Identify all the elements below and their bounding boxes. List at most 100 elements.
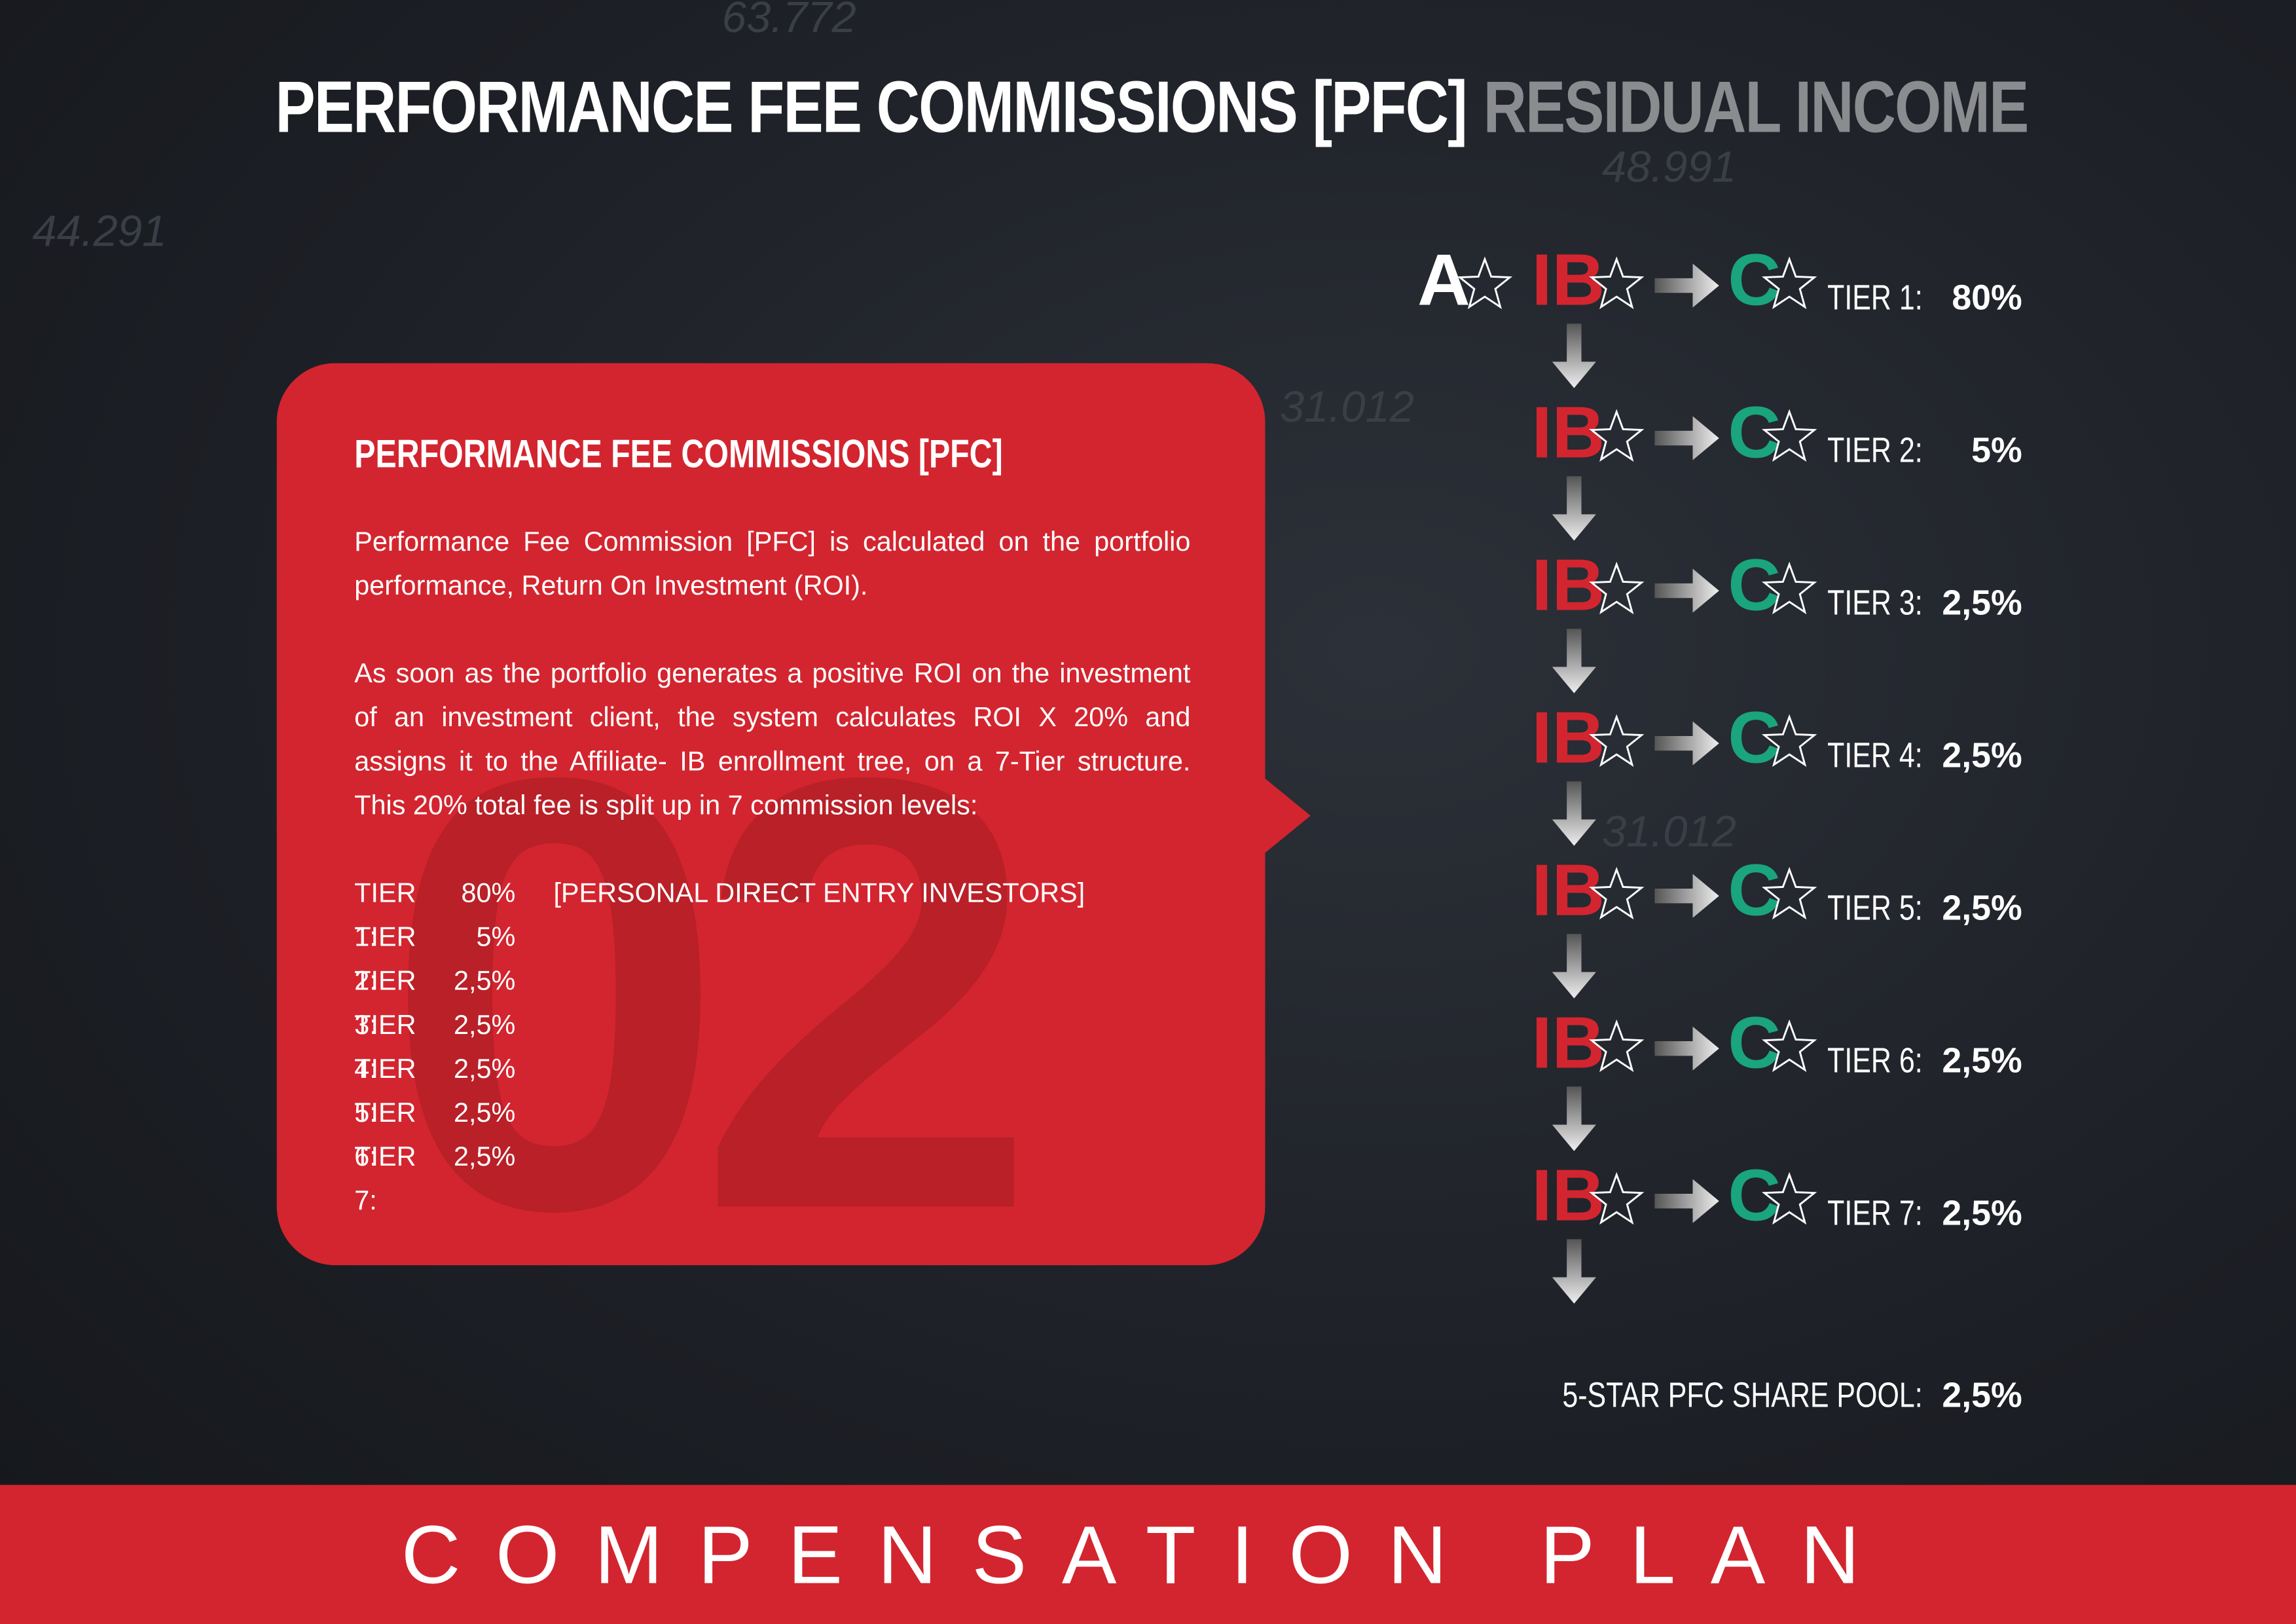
big-number: 02 [383, 652, 1038, 1338]
footer: COMPENSATION PLAN [0, 1485, 2296, 1624]
tier-label: TIER 2: [354, 921, 416, 996]
client-node: C [1728, 239, 1781, 321]
pool-value: 2,5% [1942, 1375, 2022, 1414]
pool-label: 5-STAR PFC SHARE POOL: [1562, 1376, 1922, 1415]
arrow [1552, 1239, 1596, 1304]
star-icon [1761, 866, 1817, 920]
star-icon [1589, 866, 1645, 920]
paragraph: As soon as the portfolio generates a pos… [354, 657, 1191, 821]
star-icon [1761, 1172, 1817, 1225]
tier-value: 2,5% [453, 1096, 516, 1128]
tier-row: TIER 5: 2,5% [354, 1047, 1190, 1128]
star-icon [1589, 561, 1645, 615]
arrow [1552, 1086, 1596, 1151]
card-text: PERFORMANCE FEE COMMISSIONS [PFC] Perfor… [354, 432, 1191, 1216]
star-icon [1761, 256, 1817, 310]
client-node: C [1728, 849, 1781, 931]
tier-value: 2,5% [453, 965, 516, 996]
tier-label: TIER 6: [354, 1096, 416, 1172]
client-node: C [1728, 544, 1781, 626]
tier-value: 2,5% [1942, 1194, 2022, 1233]
tier-note: [PERSONAL DIRECT ENTRY INVESTORS] [553, 877, 1085, 908]
ib-node: IB [1531, 544, 1605, 626]
tier-value: 5% [476, 921, 516, 952]
ib-node: IB [1531, 697, 1605, 779]
paragraph: Performance Fee Commission [PFC] is calc… [354, 525, 1191, 600]
tier-value: 5% [1971, 431, 2022, 470]
tier-value: 2,5% [453, 1141, 516, 1172]
client-node: C [1728, 392, 1781, 473]
tier-value: 2,5% [453, 1008, 516, 1040]
tier-value: 2,5% [1942, 583, 2022, 623]
tier-label: TIER 1: [354, 877, 416, 952]
arrow [1552, 323, 1596, 388]
tier-label: TIER 6: [1827, 1041, 1923, 1080]
client-node: C [1728, 1154, 1781, 1236]
arrow [1552, 781, 1596, 846]
ib-node: IB [1531, 1002, 1605, 1084]
tier-row: TIER 6: 2,5% [354, 1091, 1190, 1172]
arrow [1654, 1179, 1719, 1223]
tier-row: TIER 4: 2,5% [354, 1003, 1190, 1084]
tier-value: 2,5% [453, 1052, 516, 1084]
star-icon [1589, 714, 1645, 767]
tier-label: TIER 3: [1827, 583, 1923, 623]
arrow [1654, 263, 1719, 308]
arrow [1654, 721, 1719, 766]
tier-row: TIER 2: 5% [354, 915, 1190, 996]
tier-label: TIER 1: [1827, 278, 1923, 318]
star-icon [1589, 1172, 1645, 1225]
tier-label: TIER 5: [1827, 889, 1923, 928]
star-icon [1761, 1019, 1817, 1073]
star-icon [1761, 409, 1817, 462]
tier-label: TIER 4: [1827, 736, 1923, 775]
bg-number: 44.291 [32, 208, 167, 257]
tier-label: TIER 7: [354, 1141, 416, 1216]
star-icon [1457, 256, 1513, 310]
tier-value: 80% [1952, 278, 2022, 318]
subtitle: RESIDUAL INCOME [1483, 65, 2030, 148]
ib-node: IB [1531, 1154, 1605, 1236]
tier-row: TIER 3: 2,5% [354, 959, 1190, 1040]
tier-label: TIER 5: [354, 1052, 416, 1128]
ib-node: IB [1531, 239, 1605, 321]
arrow [1654, 1026, 1719, 1071]
arrow [1552, 476, 1596, 541]
card [276, 363, 1266, 1266]
tier-label: TIER 7: [1827, 1194, 1923, 1233]
arrow [1552, 934, 1596, 999]
card-heading: PERFORMANCE FEE COMMISSIONS [PFC] [354, 432, 1003, 476]
star-icon [1589, 256, 1645, 310]
client-node: C [1728, 1002, 1781, 1084]
card-pointer [1262, 776, 1311, 855]
title: PERFORMANCE FEE COMMISSIONS [PFC] RESIDUA… [275, 64, 2030, 149]
tier-value: 80% [461, 877, 516, 908]
tier-row: TIER 7: 2,5% [354, 1135, 1190, 1216]
tier-label: TIER 4: [354, 1008, 416, 1084]
bg-number: 31.012 [1279, 383, 1415, 432]
bg-number: 48.991 [1601, 143, 1737, 192]
tier-label: TIER 3: [354, 965, 416, 1040]
star-icon [1589, 1019, 1645, 1073]
bg-number: 63.772 [721, 0, 856, 43]
arrow [1552, 629, 1596, 693]
tier-value: 2,5% [1942, 889, 2022, 928]
arrow [1654, 416, 1719, 460]
ib-node: IB [1531, 392, 1605, 473]
arrow [1654, 568, 1719, 613]
tier-row: TIER 1: 80% [PERSONAL DIRECT ENTRY INVESTO… [354, 872, 1190, 952]
tier-value: 2,5% [1942, 1041, 2022, 1080]
title-main: PERFORMANCE FEE COMMISSIONS [PFC] [275, 65, 1467, 148]
star-icon [1589, 409, 1645, 462]
star-icon [1761, 714, 1817, 767]
star-icon [1761, 561, 1817, 615]
bg-number: 31.012 [1601, 808, 1737, 857]
tier-label: TIER 2: [1827, 431, 1923, 470]
tier-list: TIER 1: 80% [PERSONAL DIRECT ENTRY INVESTO… [354, 872, 1190, 1216]
ib-node: IB [1531, 849, 1605, 931]
arrow [1654, 874, 1719, 918]
tier-value: 2,5% [1942, 736, 2022, 775]
